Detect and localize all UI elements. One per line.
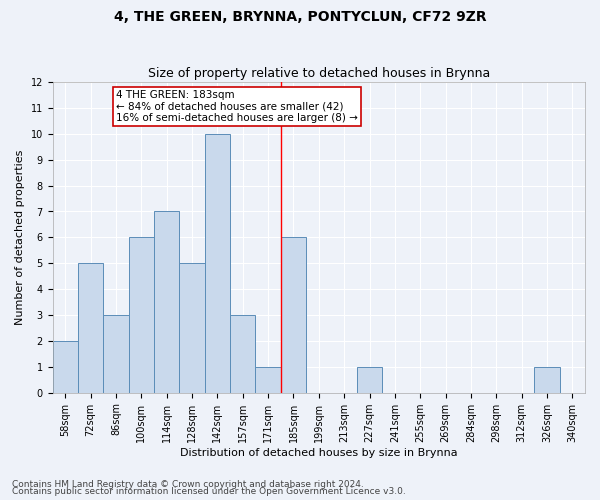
Bar: [256, 367, 281, 392]
Bar: [205, 134, 230, 392]
Text: Contains public sector information licensed under the Open Government Licence v3: Contains public sector information licen…: [12, 487, 406, 496]
Bar: [535, 367, 560, 392]
Bar: [281, 238, 306, 392]
Bar: [53, 341, 78, 392]
Bar: [103, 315, 129, 392]
Bar: [230, 315, 256, 392]
Text: 4 THE GREEN: 183sqm
← 84% of detached houses are smaller (42)
16% of semi-detach: 4 THE GREEN: 183sqm ← 84% of detached ho…: [116, 90, 358, 123]
Bar: [154, 212, 179, 392]
Bar: [179, 264, 205, 392]
Y-axis label: Number of detached properties: Number of detached properties: [15, 150, 25, 325]
Text: Contains HM Land Registry data © Crown copyright and database right 2024.: Contains HM Land Registry data © Crown c…: [12, 480, 364, 489]
Bar: [78, 264, 103, 392]
Text: 4, THE GREEN, BRYNNA, PONTYCLUN, CF72 9ZR: 4, THE GREEN, BRYNNA, PONTYCLUN, CF72 9Z…: [113, 10, 487, 24]
Bar: [129, 238, 154, 392]
X-axis label: Distribution of detached houses by size in Brynna: Distribution of detached houses by size …: [180, 448, 458, 458]
Bar: [357, 367, 382, 392]
Title: Size of property relative to detached houses in Brynna: Size of property relative to detached ho…: [148, 66, 490, 80]
